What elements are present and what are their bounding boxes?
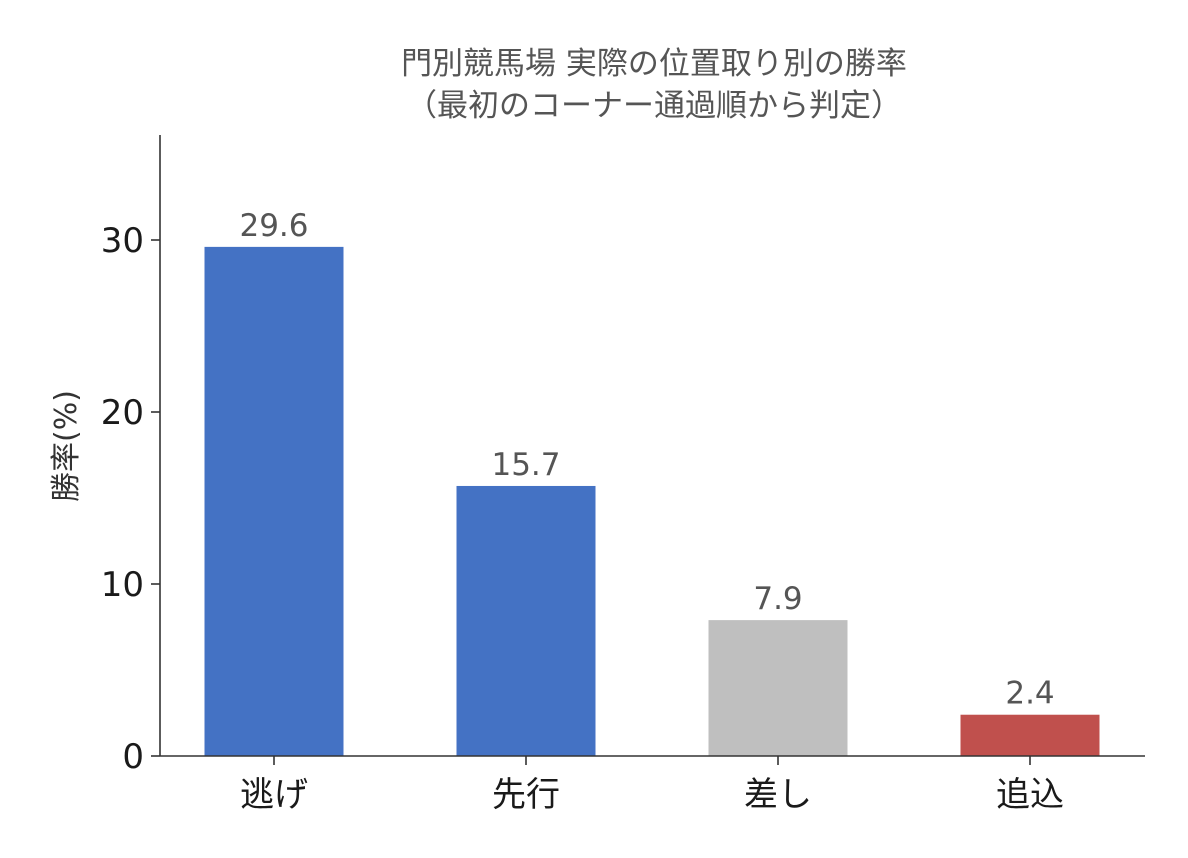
y-axis-label: 勝率(%) [49,390,84,502]
bar [960,714,1100,756]
bar-value-label: 2.4 [1005,676,1054,712]
chart-title: 門別競馬場 実際の位置取り別の勝率 [401,46,907,82]
bar-group: 29.6 15.7 7.9 2.4 [204,208,1100,756]
y-tick-label: 30 [101,221,144,261]
y-tick-label: 20 [101,393,144,433]
bar-value-label: 29.6 [239,208,308,244]
x-tick-label: 逃げ [240,775,308,815]
bar-value-label: 15.7 [491,447,560,483]
x-tick-label: 追込 [996,775,1064,815]
bar-value-label: 7.9 [753,581,802,617]
bar [708,620,848,756]
bar [456,485,596,756]
chart-subtitle: （最初のコーナー通過順から判定） [406,88,902,124]
x-tick-label: 差し [744,775,812,815]
y-axis-ticks: 0 10 20 30 [101,221,160,777]
x-axis-ticks: 逃げ 先行 差し 追込 [240,756,1064,815]
bar [204,246,344,756]
y-tick-label: 0 [122,737,144,777]
y-tick-label: 10 [101,565,144,605]
x-tick-label: 先行 [492,775,560,815]
